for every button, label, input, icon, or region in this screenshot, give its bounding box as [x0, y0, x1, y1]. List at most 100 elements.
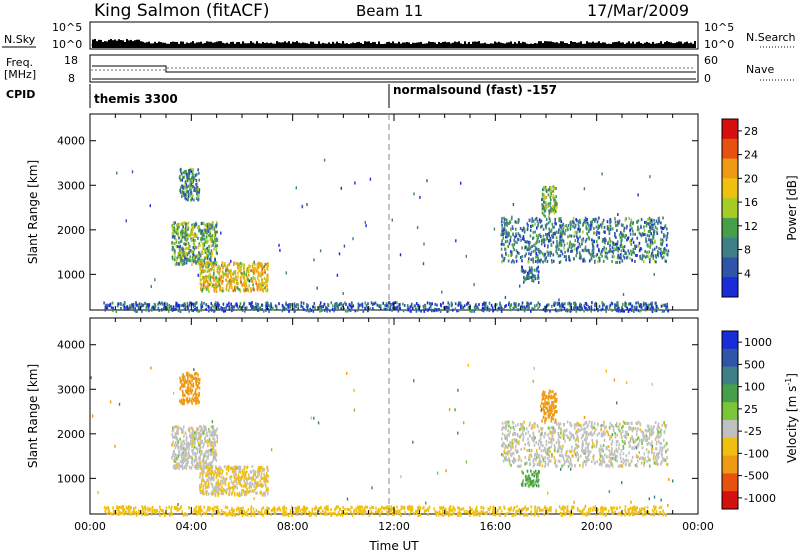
- nave-dot: [423, 67, 425, 69]
- scatter-cell: [181, 451, 183, 455]
- scatter-cell: [175, 463, 178, 467]
- nsearch-dot: [301, 44, 303, 46]
- scatter-cell: [591, 220, 594, 224]
- scatter-cell: [519, 227, 522, 230]
- scatter-cell: [555, 230, 558, 234]
- scatter-cell: [111, 301, 114, 305]
- nave-dot: [123, 69, 125, 71]
- scatter-cell: [174, 446, 177, 450]
- scatter-cell: [195, 179, 198, 182]
- scatter-cell: [569, 234, 571, 238]
- scatter-cell: [531, 217, 534, 221]
- scatter-cell: [215, 289, 218, 293]
- scatter-cell: [266, 468, 269, 472]
- scatter-cell: [590, 257, 593, 261]
- scatter-cell: [180, 259, 182, 263]
- scatter-cell: [182, 451, 185, 455]
- scatter-cell: [659, 242, 662, 246]
- scatter-cell: [243, 274, 245, 278]
- scatter-cell: [551, 304, 553, 308]
- scatter-cell: [247, 277, 249, 281]
- scatter-cell: [336, 302, 338, 306]
- scatter-cell: [660, 247, 662, 251]
- scatter-cell: [215, 429, 217, 433]
- scatter-cell: [566, 309, 569, 313]
- scatter-cell: [241, 484, 243, 488]
- scatter-cell: [552, 225, 554, 229]
- scatter-cell: [626, 224, 628, 228]
- scatter-cell: [594, 219, 596, 223]
- scatter-cell: [603, 225, 606, 229]
- scatter-cell: [666, 232, 669, 235]
- scatter-cell: [448, 308, 450, 312]
- nsearch-dot: [616, 44, 618, 46]
- scatter-cell: [198, 225, 201, 229]
- scatter-cell: [636, 236, 638, 240]
- nsearch-dot: [561, 44, 563, 46]
- scatter-cell: [175, 301, 178, 305]
- scatter-cell: [210, 461, 212, 465]
- scatter-cell: [507, 259, 510, 263]
- nave-dot: [587, 67, 589, 69]
- nave-dot: [95, 69, 97, 71]
- scatter-cell: [239, 261, 242, 265]
- noise-cell: [220, 231, 222, 235]
- scatter-cell: [245, 484, 247, 488]
- scatter-cell: [551, 210, 553, 213]
- nsky-bar: [664, 42, 666, 48]
- scatter-cell: [220, 475, 223, 479]
- scatter-cell: [557, 254, 560, 258]
- noise-cell: [285, 271, 287, 275]
- scatter-cell: [507, 245, 509, 248]
- nave-dot: [143, 69, 145, 71]
- scatter-cell: [646, 250, 648, 254]
- scatter-cell: [206, 240, 208, 244]
- scatter-cell: [188, 379, 191, 383]
- noise-cell: [248, 279, 251, 283]
- scatter-cell: [243, 264, 246, 268]
- nsky-bar: [342, 41, 344, 48]
- scatter-cell: [637, 427, 639, 430]
- scatter-cell: [622, 308, 624, 311]
- scatter-cell: [642, 434, 644, 438]
- scatter-cell: [194, 260, 197, 264]
- scatter-cell: [224, 482, 227, 486]
- scatter-cell: [550, 193, 553, 197]
- scatter-cell: [586, 249, 588, 253]
- scatter-cell: [185, 246, 187, 250]
- scatter-cell: [307, 309, 310, 313]
- scatter-cell: [536, 237, 539, 241]
- scatter-cell: [538, 463, 541, 467]
- scatter-cell: [257, 470, 259, 474]
- scatter-cell: [204, 251, 207, 254]
- scatter-cell: [213, 309, 215, 313]
- scatter-cell: [528, 266, 531, 270]
- scatter-cell: [185, 444, 188, 448]
- scatter-cell: [268, 310, 270, 313]
- scatter-cell: [581, 306, 583, 310]
- scatter-cell: [211, 450, 214, 454]
- scatter-cell: [334, 305, 336, 309]
- scatter-cell: [199, 243, 201, 247]
- scatter-cell: [242, 484, 245, 488]
- scatter-cell: [171, 308, 174, 312]
- scatter-cell: [623, 309, 625, 313]
- scatter-cell: [233, 486, 235, 490]
- nsky-bar: [510, 41, 512, 48]
- nave-dot: [371, 67, 373, 69]
- scatter-cell: [492, 308, 495, 312]
- scatter-cell: [204, 276, 207, 280]
- scatter-cell: [201, 459, 204, 463]
- scatter-cell: [344, 309, 347, 313]
- scatter-cell: [126, 307, 129, 311]
- scatter-cell: [579, 302, 582, 306]
- scatter-cell: [246, 275, 248, 279]
- scatter-cell: [213, 488, 216, 492]
- scatter-cell: [585, 301, 587, 305]
- scatter-cell: [536, 260, 539, 264]
- scatter-cell: [207, 265, 210, 268]
- scatter-cell: [436, 303, 438, 307]
- scatter-cell: [335, 306, 337, 309]
- scatter-cell: [613, 243, 615, 247]
- scatter-cell: [185, 228, 187, 232]
